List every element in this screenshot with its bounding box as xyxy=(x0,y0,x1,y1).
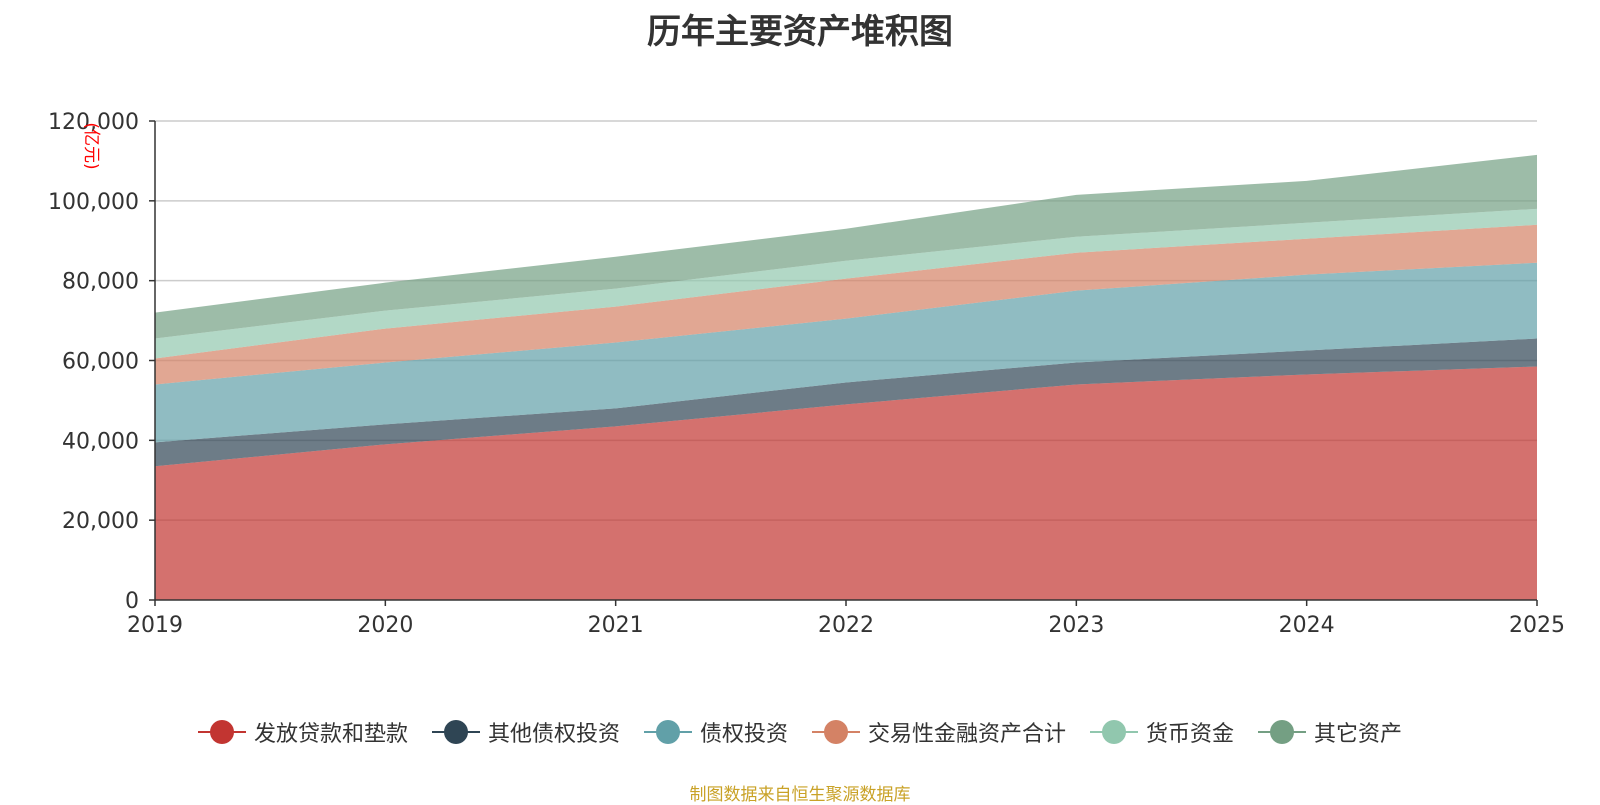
legend-marker-icon xyxy=(1090,720,1139,744)
x-tick-label: 2020 xyxy=(357,613,413,638)
x-tick-label: 2023 xyxy=(1048,613,1104,638)
x-tick-label: 2024 xyxy=(1279,613,1335,638)
legend-marker-icon xyxy=(431,720,480,744)
legend-marker-icon xyxy=(643,720,692,744)
y-axis-unit-label: (亿元) xyxy=(81,122,101,169)
area-series-5[interactable] xyxy=(155,154,1537,339)
legend-label: 债权投资 xyxy=(699,722,788,747)
stacked-areas xyxy=(155,154,1537,600)
legend-marker-icon xyxy=(197,720,246,744)
area-series-0[interactable] xyxy=(155,366,1537,600)
area-series-4[interactable] xyxy=(155,208,1537,359)
legend-item-3[interactable]: 交易性金融资产合计 xyxy=(812,716,1066,748)
area-series-2[interactable] xyxy=(155,262,1537,443)
y-tick-label: 80,000 xyxy=(62,270,139,295)
area-series-3[interactable] xyxy=(155,224,1537,385)
x-tick-label: 2022 xyxy=(818,613,874,638)
legend-item-1[interactable]: 其他债权投资 xyxy=(431,716,620,748)
legend-item-2[interactable]: 债权投资 xyxy=(643,716,788,748)
x-tick-label: 2021 xyxy=(588,613,644,638)
source-note: 制图数据来自恒生聚源数据库 xyxy=(689,785,911,805)
legend: 发放贷款和垫款 其他债权投资 债权投资 交易性金融资产合计 货币资金 其它资产 xyxy=(0,716,1600,748)
x-tick-label: 2019 xyxy=(127,613,183,638)
chart-area: 0 20,000 40,000 60,000 80,000 100,000 120,000 2… xyxy=(48,110,1565,638)
y-tick-label: 0 xyxy=(125,589,139,614)
legend-label: 其它资产 xyxy=(1314,722,1403,747)
y-tick-label: 20,000 xyxy=(62,509,139,534)
y-tick-label: 60,000 xyxy=(62,350,139,375)
y-tick-label: 100,000 xyxy=(48,190,139,215)
chart-title: 历年主要资产堆积图 xyxy=(647,12,953,52)
legend-label: 发放贷款和垫款 xyxy=(253,722,408,747)
legend-item-4[interactable]: 货币资金 xyxy=(1090,716,1234,748)
legend-item-5[interactable]: 其它资产 xyxy=(1258,716,1402,748)
area-series-1[interactable] xyxy=(155,338,1537,467)
y-tick-label: 120,000 xyxy=(48,110,139,135)
legend-label: 其他债权投资 xyxy=(487,722,620,747)
axes: 0 20,000 40,000 60,000 80,000 100,000 120,000 2… xyxy=(48,110,1565,638)
legend-label: 交易性金融资产合计 xyxy=(868,722,1067,747)
legend-label: 货币资金 xyxy=(1146,722,1235,747)
legend-marker-icon xyxy=(1258,720,1307,744)
legend-marker-icon xyxy=(812,720,860,744)
legend-item-0[interactable]: 发放贷款和垫款 xyxy=(197,716,408,748)
y-tick-label: 40,000 xyxy=(62,429,139,454)
x-tick-label: 2025 xyxy=(1509,613,1565,638)
